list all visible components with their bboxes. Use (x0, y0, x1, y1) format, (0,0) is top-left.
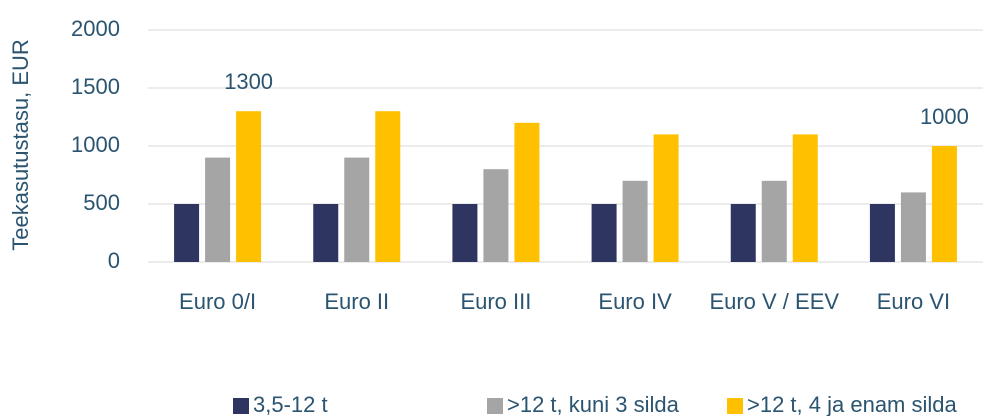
bar (653, 134, 679, 262)
bar (375, 111, 401, 262)
legend-swatch (727, 398, 743, 414)
bar (792, 134, 818, 262)
bar (452, 204, 478, 262)
legend-label: >12 t, 4 ja enam silda (747, 392, 958, 416)
bar (869, 204, 895, 262)
legend-label: 3,5-12 t (253, 392, 328, 416)
y-tick-label: 0 (108, 248, 120, 273)
bar (761, 180, 787, 262)
y-tick-label: 500 (83, 190, 120, 215)
x-tick-label: Euro IV (598, 289, 672, 314)
x-tick-label: Euro V / EEV (709, 289, 840, 314)
bar (344, 157, 370, 262)
y-tick-label: 2000 (71, 16, 120, 41)
legend-swatch (233, 398, 249, 414)
bar (313, 204, 339, 262)
bar (900, 192, 926, 262)
bar (205, 157, 231, 262)
bar (591, 204, 617, 262)
bar (236, 111, 262, 262)
data-label: 1300 (224, 69, 273, 94)
bar (931, 146, 957, 262)
y-tick-label: 1500 (71, 74, 120, 99)
legend-label: >12 t, kuni 3 silda (507, 392, 680, 416)
x-tick-label: Euro 0/I (179, 289, 257, 314)
x-tick-label: Euro III (460, 289, 532, 314)
y-tick-label: 1000 (71, 132, 120, 157)
x-tick-label: Euro VI (876, 289, 951, 314)
bar (730, 204, 756, 262)
bar (514, 122, 540, 262)
bar (622, 180, 648, 262)
bar (174, 204, 200, 262)
x-tick-label: Euro II (324, 289, 390, 314)
legend-swatch (487, 398, 503, 414)
data-label: 1000 (920, 104, 969, 129)
y-axis-label: Teekasutustasu, EUR (8, 39, 33, 251)
bar (483, 169, 509, 262)
